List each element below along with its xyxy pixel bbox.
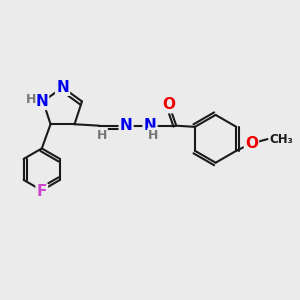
Text: N: N (144, 118, 156, 133)
Text: N: N (120, 118, 133, 133)
Text: H: H (26, 94, 36, 106)
Text: O: O (245, 136, 258, 151)
Text: CH₃: CH₃ (269, 133, 293, 146)
Text: N: N (56, 80, 69, 95)
Text: H: H (97, 128, 107, 142)
Text: F: F (37, 184, 47, 200)
Text: H: H (148, 128, 159, 142)
Text: O: O (163, 97, 176, 112)
Text: N: N (35, 94, 48, 109)
